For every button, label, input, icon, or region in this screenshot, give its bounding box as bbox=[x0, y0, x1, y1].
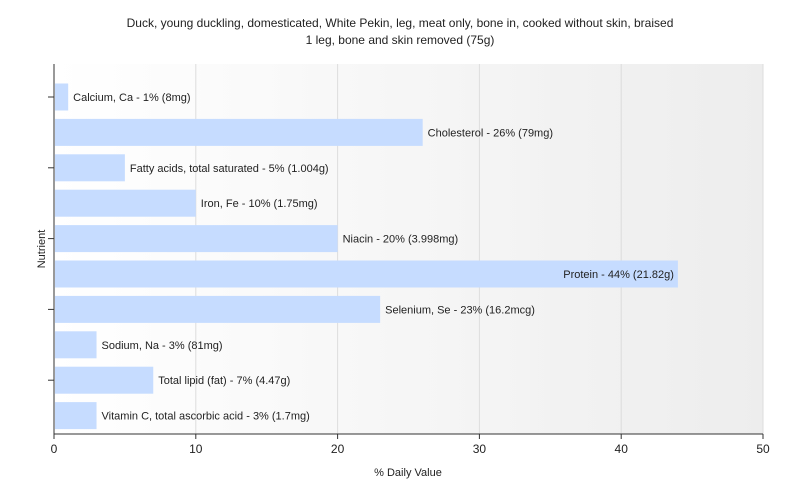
x-axis-title: % Daily Value bbox=[374, 467, 442, 479]
x-tick-label: 30 bbox=[473, 442, 487, 456]
bar bbox=[55, 295, 381, 323]
bar bbox=[55, 154, 125, 182]
bar bbox=[55, 260, 678, 288]
bar-label: Cholesterol - 26% (79mg) bbox=[428, 127, 553, 139]
x-tick-label: 10 bbox=[189, 442, 203, 456]
bar bbox=[55, 225, 338, 253]
x-tick-label: 50 bbox=[756, 442, 770, 456]
bar-label: Iron, Fe - 10% (1.75mg) bbox=[201, 198, 318, 210]
x-tick-label: 0 bbox=[51, 442, 58, 456]
bar-label: Sodium, Na - 3% (81mg) bbox=[102, 340, 223, 352]
bar-label: Total lipid (fat) - 7% (4.47g) bbox=[158, 375, 290, 387]
bar bbox=[55, 83, 69, 111]
y-axis-title: Nutrient bbox=[36, 230, 48, 269]
bar bbox=[55, 118, 423, 146]
bar bbox=[55, 366, 154, 394]
bar bbox=[55, 331, 97, 359]
bars: Calcium, Ca - 1% (8mg) Cholesterol - 26% … bbox=[55, 83, 678, 430]
bar bbox=[55, 189, 196, 217]
bar-label: Vitamin C, total ascorbic acid - 3% (1.7… bbox=[102, 411, 310, 423]
bar-label: Protein - 44% (21.82g) bbox=[563, 269, 674, 281]
bar-label: Calcium, Ca - 1% (8mg) bbox=[73, 92, 190, 104]
bar-label: Selenium, Se - 23% (16.2mcg) bbox=[385, 304, 535, 316]
bar-label: Niacin - 20% (3.998mg) bbox=[343, 234, 459, 246]
x-tick-label: 40 bbox=[615, 442, 629, 456]
x-tick-label: 20 bbox=[331, 442, 345, 456]
chart-subtitle: 1 leg, bone and skin removed (75g) bbox=[305, 33, 495, 47]
bar-label: Fatty acids, total saturated - 5% (1.004… bbox=[130, 163, 329, 175]
bar bbox=[55, 402, 97, 430]
axes: 0 10 20 30 40 50 bbox=[48, 64, 770, 456]
chart-title: Duck, young duckling, domesticated, Whit… bbox=[126, 16, 674, 30]
